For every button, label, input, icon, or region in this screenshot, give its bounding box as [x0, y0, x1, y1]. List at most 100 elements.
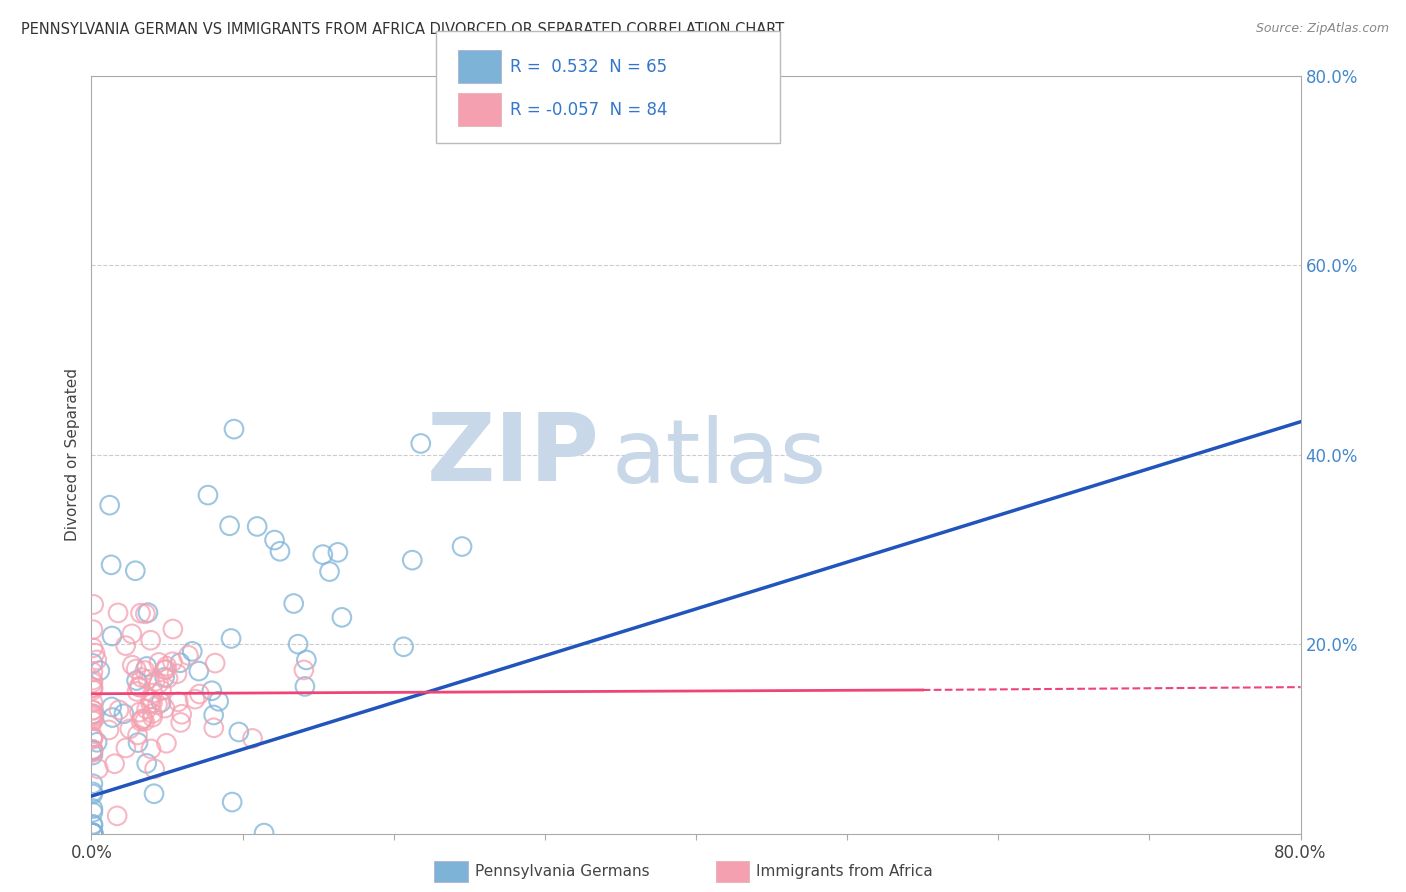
- Point: [208, 694, 231, 708]
- Point: [134, 607, 156, 621]
- Point: [142, 686, 165, 700]
- Point: [82, 745, 104, 759]
- Point: [82, 681, 104, 695]
- Point: [115, 740, 138, 755]
- Point: [202, 708, 225, 723]
- Point: [451, 540, 474, 554]
- Point: [82, 818, 104, 832]
- Point: [143, 762, 166, 776]
- Point: [143, 674, 166, 689]
- Point: [82, 714, 104, 728]
- Point: [82, 709, 104, 723]
- Point: [82, 777, 104, 791]
- Point: [82, 675, 104, 690]
- Point: [82, 657, 104, 671]
- Point: [135, 756, 157, 771]
- Point: [103, 756, 125, 771]
- Point: [131, 712, 153, 726]
- Point: [141, 710, 163, 724]
- Text: Pennsylvania Germans: Pennsylvania Germans: [475, 864, 650, 879]
- Point: [82, 731, 104, 746]
- Point: [253, 826, 276, 840]
- Text: R =  0.532  N = 65: R = 0.532 N = 65: [510, 58, 668, 76]
- Point: [202, 721, 225, 735]
- Point: [129, 606, 152, 620]
- Point: [150, 683, 173, 698]
- Point: [188, 687, 211, 701]
- Point: [82, 826, 104, 840]
- Point: [131, 671, 153, 685]
- Point: [162, 622, 184, 636]
- Point: [128, 680, 150, 694]
- Point: [128, 705, 150, 719]
- Point: [82, 712, 104, 726]
- Text: Immigrants from Africa: Immigrants from Africa: [756, 864, 934, 879]
- Text: PENNSYLVANIA GERMAN VS IMMIGRANTS FROM AFRICA DIVORCED OR SEPARATED CORRELATION : PENNSYLVANIA GERMAN VS IMMIGRANTS FROM A…: [21, 22, 785, 37]
- Point: [125, 673, 148, 688]
- Point: [97, 723, 120, 737]
- Point: [294, 680, 316, 694]
- Point: [218, 518, 240, 533]
- Point: [143, 787, 166, 801]
- Point: [155, 663, 177, 677]
- Point: [82, 742, 104, 756]
- Point: [287, 637, 309, 651]
- Text: Source: ZipAtlas.com: Source: ZipAtlas.com: [1256, 22, 1389, 36]
- Point: [101, 710, 124, 724]
- Point: [82, 801, 104, 815]
- Point: [166, 666, 188, 681]
- Point: [330, 610, 353, 624]
- Point: [82, 708, 104, 723]
- Point: [82, 665, 104, 679]
- Point: [219, 632, 242, 646]
- Point: [89, 664, 111, 678]
- Point: [148, 676, 170, 690]
- Point: [129, 714, 152, 729]
- Point: [82, 706, 104, 721]
- Point: [295, 653, 318, 667]
- Point: [139, 692, 162, 706]
- Point: [141, 696, 163, 710]
- Point: [246, 519, 269, 533]
- Text: atlas: atlas: [612, 415, 827, 502]
- Point: [82, 703, 104, 717]
- Point: [127, 735, 149, 749]
- Point: [283, 597, 305, 611]
- Point: [82, 706, 104, 721]
- Point: [156, 671, 179, 685]
- Point: [136, 673, 159, 687]
- Point: [162, 655, 184, 669]
- Point: [86, 735, 108, 749]
- Point: [169, 715, 191, 730]
- Point: [86, 653, 108, 667]
- Point: [83, 598, 105, 612]
- Point: [135, 702, 157, 716]
- Point: [101, 629, 124, 643]
- Point: [82, 817, 104, 831]
- Point: [127, 728, 149, 742]
- Point: [82, 683, 104, 698]
- Point: [82, 826, 104, 840]
- Point: [156, 659, 179, 673]
- Point: [167, 695, 190, 709]
- Point: [82, 695, 104, 709]
- Point: [82, 732, 104, 747]
- Point: [82, 805, 104, 820]
- Point: [139, 742, 162, 756]
- Point: [148, 656, 170, 670]
- Point: [134, 714, 156, 729]
- Point: [82, 673, 104, 687]
- Point: [118, 722, 141, 736]
- Point: [82, 826, 104, 840]
- Point: [114, 639, 136, 653]
- Point: [146, 698, 169, 712]
- Point: [87, 762, 110, 776]
- Point: [112, 706, 135, 721]
- Point: [197, 488, 219, 502]
- Text: R = -0.057  N = 84: R = -0.057 N = 84: [510, 101, 668, 119]
- Point: [82, 681, 104, 695]
- Y-axis label: Divorced or Separated: Divorced or Separated: [65, 368, 80, 541]
- Point: [121, 658, 143, 673]
- Point: [184, 692, 207, 706]
- Point: [82, 826, 104, 840]
